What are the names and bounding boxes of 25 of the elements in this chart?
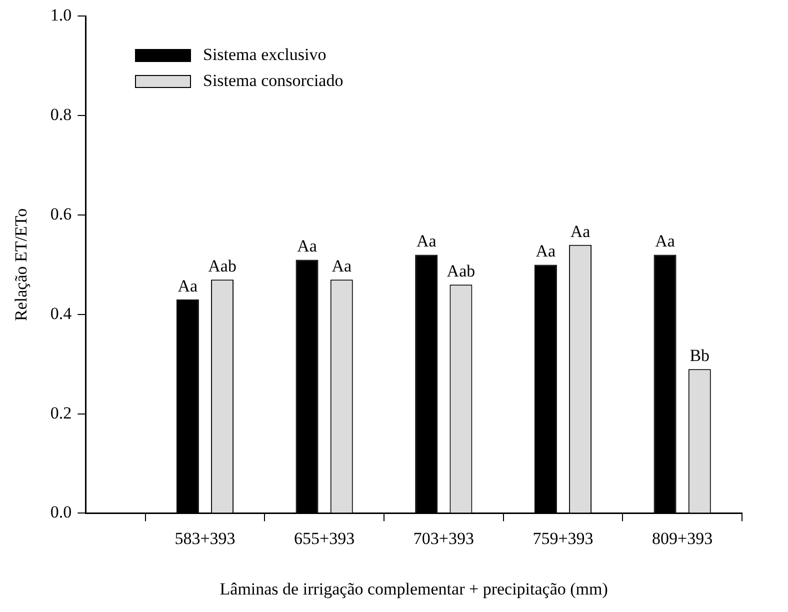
legend-label: Sistema exclusivo <box>203 45 326 65</box>
x-tick-label: 703+393 <box>413 528 474 548</box>
x-tick-label: 809+393 <box>652 528 713 548</box>
data-label: Aa <box>178 276 198 296</box>
y-tick-label: 0.6 <box>50 204 72 224</box>
data-label: Aa <box>332 256 352 276</box>
x-tick-label: 655+393 <box>294 528 355 548</box>
y-tick-label: 0.0 <box>50 502 72 522</box>
data-label: Aa <box>416 232 437 251</box>
y-tick-label: 0.4 <box>50 304 72 323</box>
data-label: Aa <box>297 236 318 256</box>
legend-label: Sistema consorciado <box>203 71 344 91</box>
data-label: Aa <box>536 242 556 261</box>
x-tick-label: 583+393 <box>174 528 236 548</box>
data-label: Aa <box>570 222 591 241</box>
data-label: Aa <box>655 232 676 251</box>
y-tick-label: 0.8 <box>50 105 72 124</box>
x-axis-title: Lâminas de irrigação complementar + precipitação (mm) <box>220 579 608 598</box>
y-axis-title: Relação ET/ETo <box>12 208 31 321</box>
data-label: Aab <box>446 262 476 281</box>
x-tick-label: 759+393 <box>532 528 594 548</box>
data-label: Aab <box>208 256 236 276</box>
y-tick-label: 0.2 <box>50 403 72 422</box>
y-tick-label: 1.0 <box>50 6 72 25</box>
data-label: Bb <box>690 346 710 366</box>
